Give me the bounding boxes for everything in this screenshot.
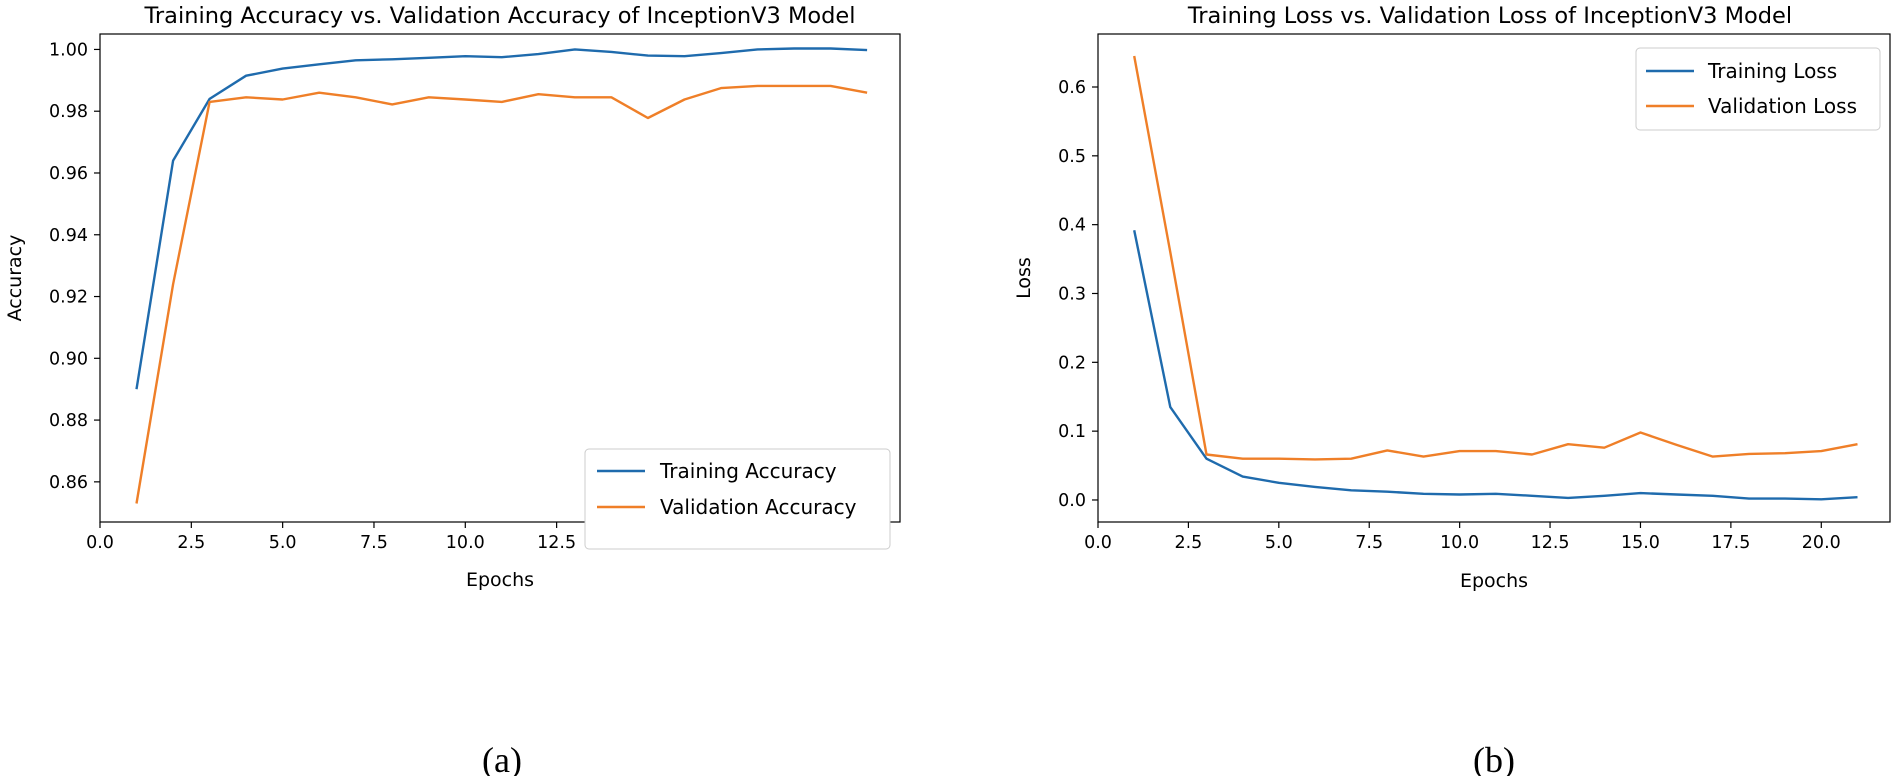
accuracy-chart-title: Training Accuracy vs. Validation Accurac…: [143, 3, 855, 29]
accuracy-y-tick-label: 0.98: [49, 102, 88, 122]
loss-y-tick-label: 0.4: [1058, 216, 1086, 236]
loss-series-lines: [1133, 55, 1858, 501]
loss-y-tick-label: 0.1: [1058, 422, 1086, 442]
accuracy-y-tick-label: 0.90: [49, 349, 88, 369]
loss-y-tick-label: 0.6: [1058, 78, 1086, 98]
loss-y-ticks: 0.0 0.1 0.2 0.3 0.4 0.5 0.6: [1058, 78, 1098, 511]
loss-x-tick-label: 7.5: [1355, 533, 1383, 553]
accuracy-y-tick-label: 0.88: [49, 411, 88, 431]
accuracy-x-tick-label: 5.0: [269, 533, 297, 553]
accuracy-y-tick-label: 0.96: [49, 164, 88, 184]
loss-y-axis-label: Loss: [1013, 257, 1035, 299]
legend-label-training-loss: Training Loss: [1707, 59, 1837, 83]
accuracy-y-tick-label: 0.92: [49, 288, 88, 308]
legend-label-validation-accuracy: Validation Accuracy: [660, 495, 857, 519]
series-line-training-loss: [1133, 229, 1858, 501]
accuracy-chart: Training Accuracy vs. Validation Accurac…: [4, 3, 901, 780]
loss-x-tick-label: 12.5: [1531, 533, 1570, 553]
accuracy-x-axis-label: Epochs: [466, 569, 534, 591]
loss-x-tick-label: 20.0: [1802, 533, 1841, 553]
series-line-validation-accuracy: [135, 84, 868, 504]
loss-x-tick-label: 17.5: [1711, 533, 1750, 553]
legend-label-training-accuracy: Training Accuracy: [659, 459, 837, 483]
loss-x-ticks: 0.0 2.5 5.0 7.5 10.0 12.5 15.0 17.5 20.0: [1084, 522, 1841, 553]
accuracy-x-tick-label: 10.0: [446, 533, 485, 553]
accuracy-x-tick-label: 7.5: [360, 533, 388, 553]
loss-x-tick-label: 15.0: [1621, 533, 1660, 553]
loss-x-tick-label: 0.0: [1084, 533, 1112, 553]
accuracy-y-ticks: 0.86 0.88 0.90 0.92 0.94 0.96 0.98 1.00: [49, 40, 100, 493]
loss-x-tick-label: 5.0: [1265, 533, 1293, 553]
accuracy-series-lines: [135, 47, 868, 504]
accuracy-x-tick-label: 12.5: [537, 533, 576, 553]
accuracy-y-tick-label: 0.94: [49, 226, 88, 246]
loss-y-tick-label: 0.0: [1058, 491, 1086, 511]
loss-x-axis-label: Epochs: [1460, 570, 1528, 592]
legend-label-validation-loss: Validation Loss: [1708, 94, 1857, 118]
loss-x-tick-label: 10.0: [1440, 533, 1479, 553]
accuracy-x-tick-label: 2.5: [177, 533, 205, 553]
loss-y-tick-label: 0.2: [1058, 353, 1086, 373]
loss-chart: Training Loss vs. Validation Loss of Inc…: [1013, 3, 1891, 780]
loss-chart-title: Training Loss vs. Validation Loss of Inc…: [1187, 3, 1792, 29]
loss-y-tick-label: 0.3: [1058, 284, 1086, 304]
series-line-validation-loss: [1133, 55, 1858, 461]
accuracy-plot-area: [99, 33, 901, 523]
series-line-training-accuracy: [135, 47, 868, 390]
accuracy-y-tick-label: 0.86: [49, 473, 88, 493]
loss-y-tick-label: 0.5: [1058, 147, 1086, 167]
loss-legend-box: [1635, 47, 1881, 131]
loss-x-tick-label: 2.5: [1174, 533, 1202, 553]
accuracy-y-tick-label: 1.00: [49, 40, 88, 60]
loss-chart-caption: (b): [1473, 740, 1515, 776]
accuracy-y-axis-label: Accuracy: [4, 235, 26, 322]
accuracy-chart-caption: (a): [482, 740, 522, 776]
accuracy-legend: Training Accuracy Validation Accuracy: [584, 448, 891, 550]
accuracy-x-tick-label: 0.0: [86, 533, 114, 553]
loss-legend: Training Loss Validation Loss: [1635, 47, 1881, 131]
accuracy-legend-box: [584, 448, 891, 550]
